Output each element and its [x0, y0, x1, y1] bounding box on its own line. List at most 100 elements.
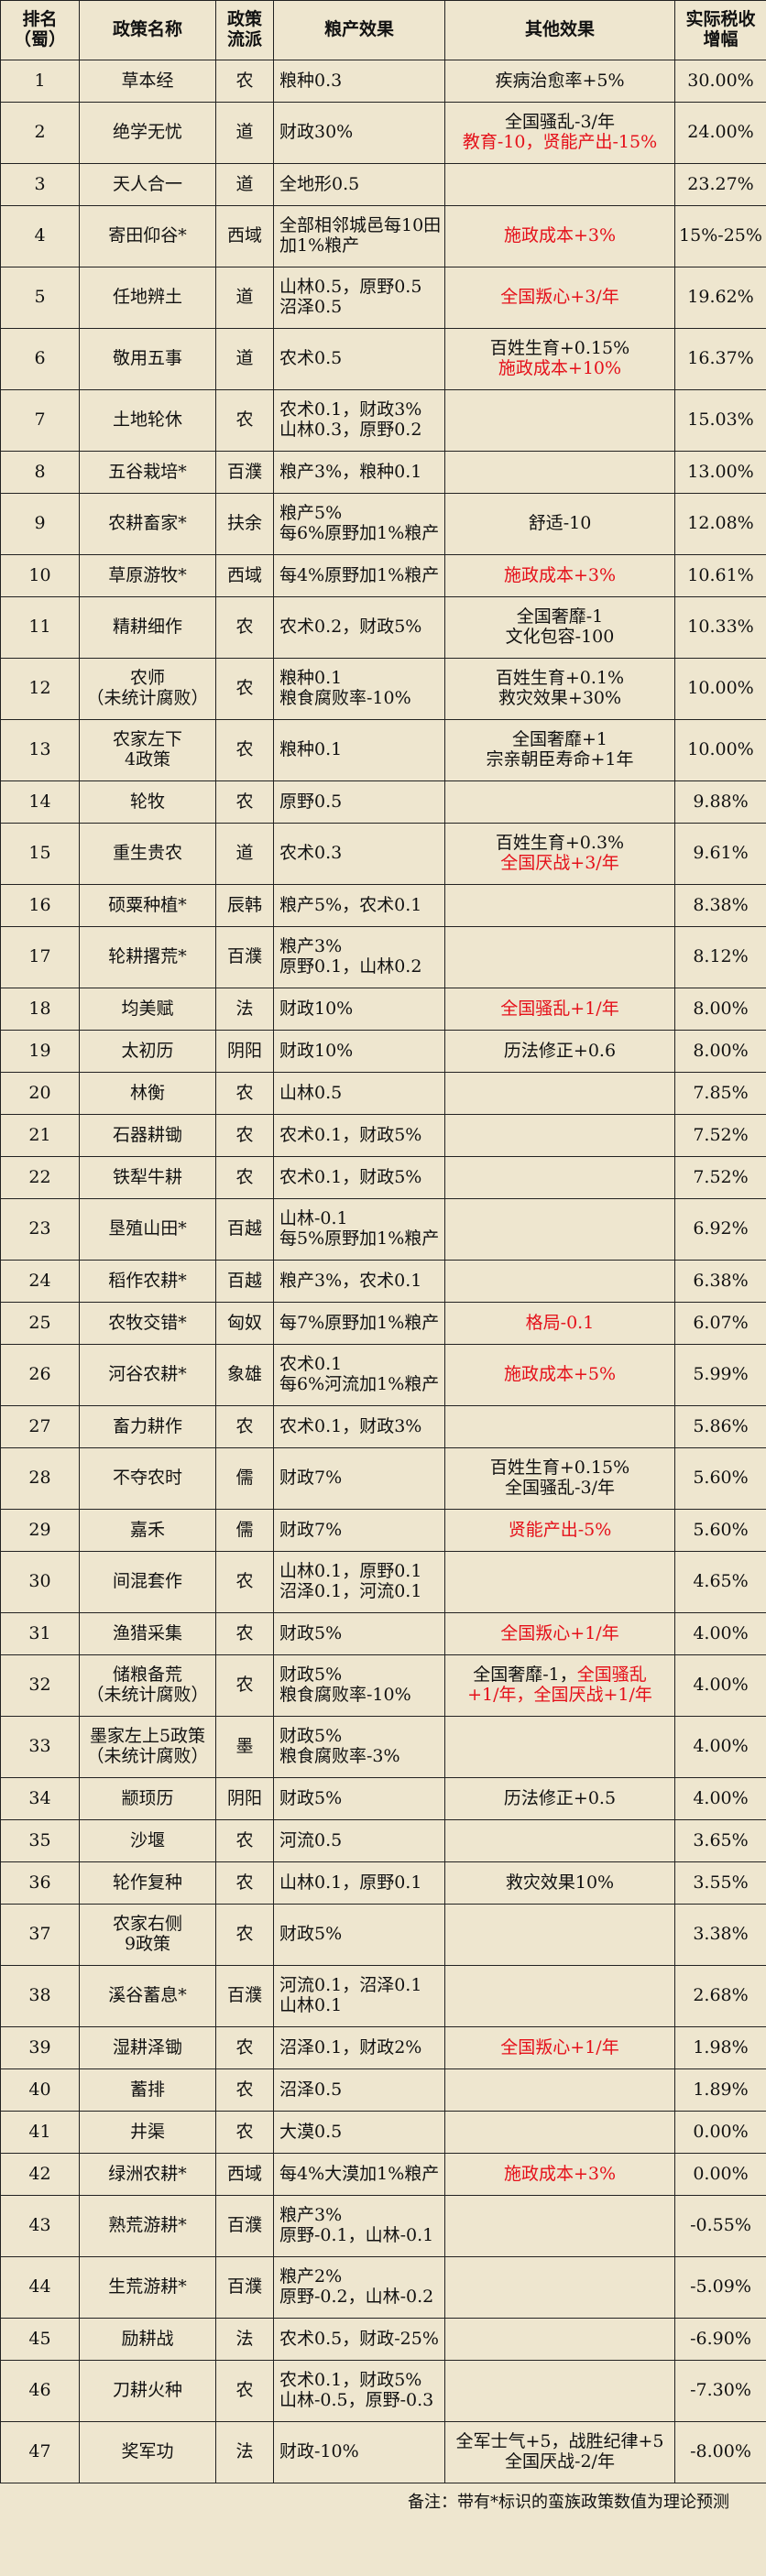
table-row: 32 储粮备荒 （未统计腐败）农财政5% 粮食腐败率-10% 全国奢靡-1，全国骚乱 +1… — [0, 1654, 766, 1717]
grain-cell: 粮种0.1 — [273, 719, 445, 781]
effect-text: 全国骚乱+1/年 — [500, 998, 619, 1019]
cell-line: 其他效果 — [524, 19, 595, 40]
tax-cell: -7.30% — [674, 2360, 766, 2422]
table-row: 45 励耕战 法农术0.5，财政-25% -6.90% — [0, 2318, 766, 2361]
tax-cell: 8.12% — [674, 926, 766, 988]
school-cell: 百濮 — [215, 1965, 274, 2027]
other-cell — [444, 2111, 675, 2154]
table-row: 33 墨家左上5政策 （未统计腐败）墨财政5% 粮食腐败率-3% 4.00% — [0, 1716, 766, 1778]
name-cell: 农牧交错* — [79, 1302, 216, 1345]
rank-cell: 37 — [0, 1904, 80, 1966]
name-cell: 沙堰 — [79, 1819, 216, 1862]
name-cell: 五谷栽培* — [79, 451, 216, 494]
cell-line: 重生贵农 — [112, 843, 182, 864]
school-cell: 百越 — [215, 1198, 274, 1261]
grain-cell: 农术0.1，财政5% — [273, 1114, 445, 1157]
grain-cell: 河流0.1，沼泽0.1 山林0.1 — [273, 1965, 445, 2027]
other-cell: 救灾效果10% — [444, 1861, 675, 1905]
cell-line: 全国奢靡+1 — [447, 729, 673, 750]
tax-cell: -6.90% — [674, 2318, 766, 2361]
table-row: 46 刀耕火种 农农术0.1，财政5% 山林-0.5，原野-0.3 -7.30% — [0, 2360, 766, 2422]
name-cell: 农家左下 4政策 — [79, 719, 216, 781]
rank-cell: 29 — [0, 1509, 80, 1552]
table-row: 25 农牧交错* 匈奴 每7%原野加1%粮产 格局-0.1 6.07% — [0, 1302, 766, 1345]
cell-line: 五谷栽培* — [108, 461, 187, 482]
cell-line: 土地轮休 — [112, 409, 182, 431]
name-cell: 土地轮休 — [79, 389, 216, 452]
other-cell — [444, 2068, 675, 2112]
rank-cell: 30 — [0, 1551, 80, 1613]
cell-line: （蜀） — [13, 29, 66, 49]
effect-text: 文化包容-100 — [505, 627, 615, 647]
cell-line: 大漠0.5 — [279, 2121, 343, 2142]
grain-cell: 全地形0.5 — [273, 163, 445, 206]
school-cell: 农 — [215, 1612, 274, 1655]
name-cell: 嘉禾 — [79, 1509, 216, 1552]
rank-cell: 40 — [0, 2068, 80, 2112]
tax-cell: 4.00% — [674, 1716, 766, 1778]
grain-cell: 粮种0.1 粮食腐败率-10% — [273, 658, 445, 720]
rank-cell: 16 — [0, 884, 80, 927]
rank-cell: 8 — [0, 451, 80, 494]
effect-text: 全国叛心+1/年 — [500, 2036, 619, 2058]
grain-cell: 山林0.1，原野0.1 — [273, 1861, 445, 1905]
name-cell: 轮作复种 — [79, 1861, 216, 1905]
cell-line: 农术0.1，财政5% — [279, 1124, 422, 1145]
effect-text: 全国奢靡+1 — [511, 729, 607, 750]
cell-line: 原野-0.1，山林-0.1 — [279, 2225, 434, 2245]
rank-cell: 19 — [0, 1030, 80, 1073]
name-cell: 熟荒游耕* — [79, 2195, 216, 2257]
cell-line: 粮产3% — [279, 936, 343, 957]
table-row: 36 轮作复种 农山林0.1，原野0.1 救灾效果10% 3.55% — [0, 1861, 766, 1905]
cell-line: 每7%原野加1%粮产 — [279, 1312, 440, 1333]
grain-cell: 大漠0.5 — [273, 2111, 445, 2154]
name-cell: 井渠 — [79, 2111, 216, 2154]
rank-cell: 32 — [0, 1654, 80, 1717]
cell-line: 贤能产出-5% — [447, 1520, 673, 1541]
name-cell: 垦殖山田* — [79, 1198, 216, 1261]
other-cell — [444, 1716, 675, 1778]
school-cell: 农 — [215, 780, 274, 824]
effect-text: 施政成本+3% — [503, 225, 617, 246]
other-cell: 全国奢靡-1，全国骚乱 +1/年，全国厌战+1/年 — [444, 1654, 675, 1717]
cell-line: 沼泽0.1，财政2% — [279, 2036, 422, 2058]
other-cell: 施政成本+3% — [444, 554, 675, 597]
rank-cell: 3 — [0, 163, 80, 206]
cell-line: 草原游牧* — [108, 564, 187, 585]
table-row: 21 石器耕锄 农农术0.1，财政5% 7.52% — [0, 1114, 766, 1157]
name-cell: 间混套作 — [79, 1551, 216, 1613]
table-row: 8 五谷栽培* 百濮 粮产3%，粮种0.1 13.00% — [0, 451, 766, 494]
name-cell: 轮牧 — [79, 780, 216, 824]
rank-cell: 31 — [0, 1612, 80, 1655]
cell-line: 农耕畜家* — [108, 513, 187, 534]
school-cell: 农 — [215, 389, 274, 452]
other-cell: 百姓生育+0.15% 施政成本+10% — [444, 328, 675, 390]
name-cell: 石器耕锄 — [79, 1114, 216, 1157]
cell-line: 敬用五事 — [112, 348, 182, 369]
school-cell: 农 — [215, 1904, 274, 1966]
cell-line: 舒适-10 — [447, 513, 673, 534]
grain-cell: 粮种0.3 — [273, 60, 445, 103]
effect-text: 全国骚乱-3/年 — [505, 1478, 615, 1498]
tax-cell: 1.98% — [674, 2026, 766, 2069]
school-cell: 西域 — [215, 205, 274, 267]
cell-line: 每6%原野加1%粮产 — [279, 523, 440, 543]
cell-line: 财政5% — [279, 1787, 343, 1808]
table-row: 5 任地辨土 道山林0.5，原野0.5 沼泽0.5 全国叛心+3/年 19.62% — [0, 267, 766, 329]
tax-cell: 0.00% — [674, 2153, 766, 2196]
cell-line: 加1%粮产 — [279, 235, 360, 256]
name-cell: 农师 （未统计腐败） — [79, 658, 216, 720]
rank-cell: 17 — [0, 926, 80, 988]
cell-line: 太初历 — [121, 1040, 174, 1061]
effect-text: 全国厌战+3/年 — [500, 853, 619, 873]
school-cell: 西域 — [215, 554, 274, 597]
rank-cell: 21 — [0, 1114, 80, 1157]
cell-line: 全国奢靡-1 — [447, 606, 673, 628]
cell-line: 粮产3%，农术0.1 — [279, 1270, 422, 1291]
name-cell: 墨家左上5政策 （未统计腐败） — [79, 1716, 216, 1778]
tax-cell: 8.00% — [674, 988, 766, 1031]
grain-cell: 粮产5% 每6%原野加1%粮产 — [273, 493, 445, 555]
school-cell: 法 — [215, 2318, 274, 2361]
cell-line: 全国厌战-2/年 — [447, 2451, 673, 2472]
other-cell — [444, 2318, 675, 2361]
